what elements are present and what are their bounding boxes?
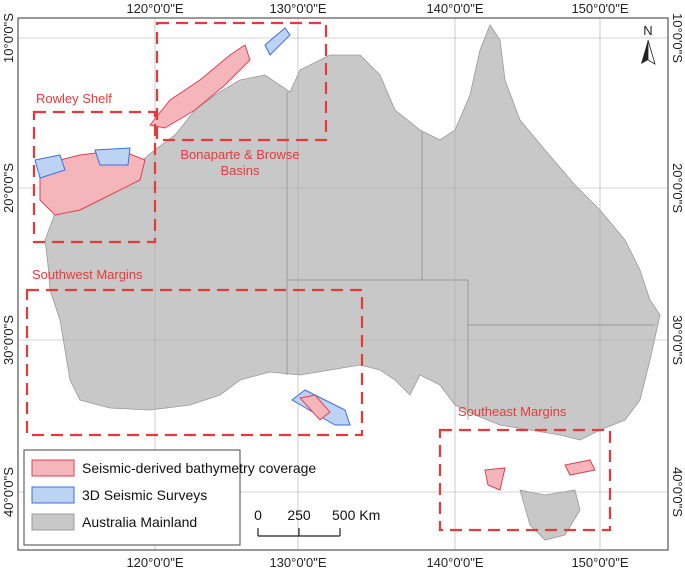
region-boxes — [25, 21, 612, 532]
legend-swatch — [31, 459, 75, 477]
latitude-label: 10°0'0"S — [1, 13, 16, 63]
legend — [23, 449, 341, 546]
region-label: Southeast Margins — [458, 404, 567, 419]
region-label: Rowley Shelf — [36, 91, 112, 106]
map-frame — [17, 17, 669, 551]
longitude-label: 130°0'0"E — [269, 555, 326, 570]
scale-bar — [257, 528, 341, 537]
latitude-label: 20°0'0"S — [1, 163, 16, 213]
latitude-label: 40°0'0"S — [1, 467, 16, 517]
longitude-label: 120°0'0"E — [126, 1, 183, 16]
legend-entry: Australia Mainland — [82, 514, 197, 530]
legend-swatch — [31, 486, 75, 504]
longitude-label: 130°0'0"E — [269, 1, 326, 16]
latitude-label: 20°0'0"S — [670, 163, 685, 213]
scale-label: 0 — [254, 507, 262, 523]
land — [44, 24, 661, 541]
tasmania — [519, 489, 581, 541]
legend-entry: Seismic-derived bathymetry coverage — [82, 460, 316, 476]
graticule — [18, 18, 668, 550]
survey-patch — [264, 27, 291, 56]
latitude-label: 40°0'0"S — [670, 467, 685, 517]
australia-mainland — [44, 24, 661, 441]
survey-patch — [34, 147, 131, 179]
legend-swatch — [31, 513, 75, 531]
longitude-label: 150°0'0"E — [571, 555, 628, 570]
state-borders — [286, 92, 655, 420]
coverage-patch — [149, 44, 251, 129]
latitude-label: 10°0'0"S — [670, 13, 685, 63]
coverage-patch — [484, 459, 596, 491]
scale-label: 500 Km — [332, 507, 380, 523]
region-label: Southwest Margins — [32, 267, 143, 282]
north-label: N — [643, 23, 652, 38]
longitude-label: 150°0'0"E — [571, 1, 628, 16]
longitude-label: 140°0'0"E — [426, 1, 483, 16]
scale-label: 250 — [287, 507, 311, 523]
legend-entry: 3D Seismic Surveys — [82, 487, 207, 503]
region-label: Basins — [220, 163, 260, 178]
coverage — [34, 27, 596, 491]
region-label: Bonaparte & Browse — [180, 147, 299, 162]
latitude-label: 30°0'0"S — [1, 315, 16, 365]
coverage-patch — [299, 394, 331, 421]
latitude-label: 30°0'0"S — [670, 315, 685, 365]
longitude-label: 140°0'0"E — [426, 555, 483, 570]
longitude-label: 120°0'0"E — [126, 555, 183, 570]
north-arrow — [641, 39, 656, 65]
